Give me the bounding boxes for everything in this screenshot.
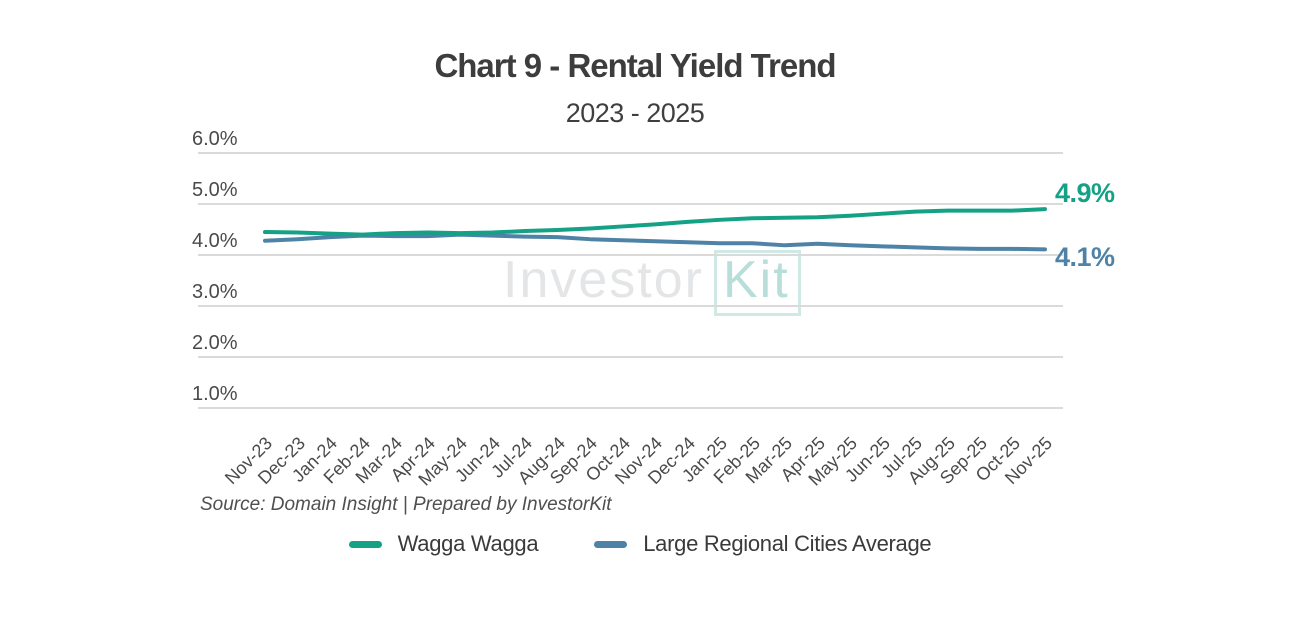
y-tick-label: 5.0%	[192, 179, 238, 201]
watermark-investor-text: Investor	[503, 251, 704, 309]
y-tick-label: 6.0%	[192, 128, 238, 150]
legend-label-wagga-wagga: Wagga Wagga	[397, 531, 539, 556]
chart-subtitle: 2023 - 2025	[565, 98, 705, 128]
legend-label-large-regional: Large Regional Cities Average	[643, 531, 932, 556]
legend-swatch-1	[594, 540, 628, 548]
source-note: Source: Domain Insight | Prepared by Inv…	[200, 494, 612, 515]
end-label-1: 4.1%	[1055, 242, 1115, 273]
legend-item-wagga-wagga: Wagga Wagga	[348, 531, 539, 557]
end-label-0: 4.9%	[1055, 178, 1115, 209]
watermark-kit-box: Kit	[713, 250, 801, 316]
chart-title: Chart 9 - Rental Yield Trend	[434, 47, 836, 84]
legend: Wagga Wagga Large Regional Cities Averag…	[0, 531, 1280, 557]
gridlines	[198, 152, 1063, 409]
series-line-0	[263, 207, 1047, 237]
y-tick-label: 2.0%	[192, 332, 238, 354]
y-tick-label: 3.0%	[192, 281, 238, 303]
investorkit-watermark: Investor Kit	[503, 250, 801, 316]
legend-item-large-regional: Large Regional Cities Average	[594, 531, 932, 557]
legend-swatch-0	[348, 540, 382, 548]
y-tick-label: 1.0%	[192, 383, 238, 405]
y-tick-label: 4.0%	[192, 230, 238, 252]
series-line-1	[263, 232, 1047, 252]
